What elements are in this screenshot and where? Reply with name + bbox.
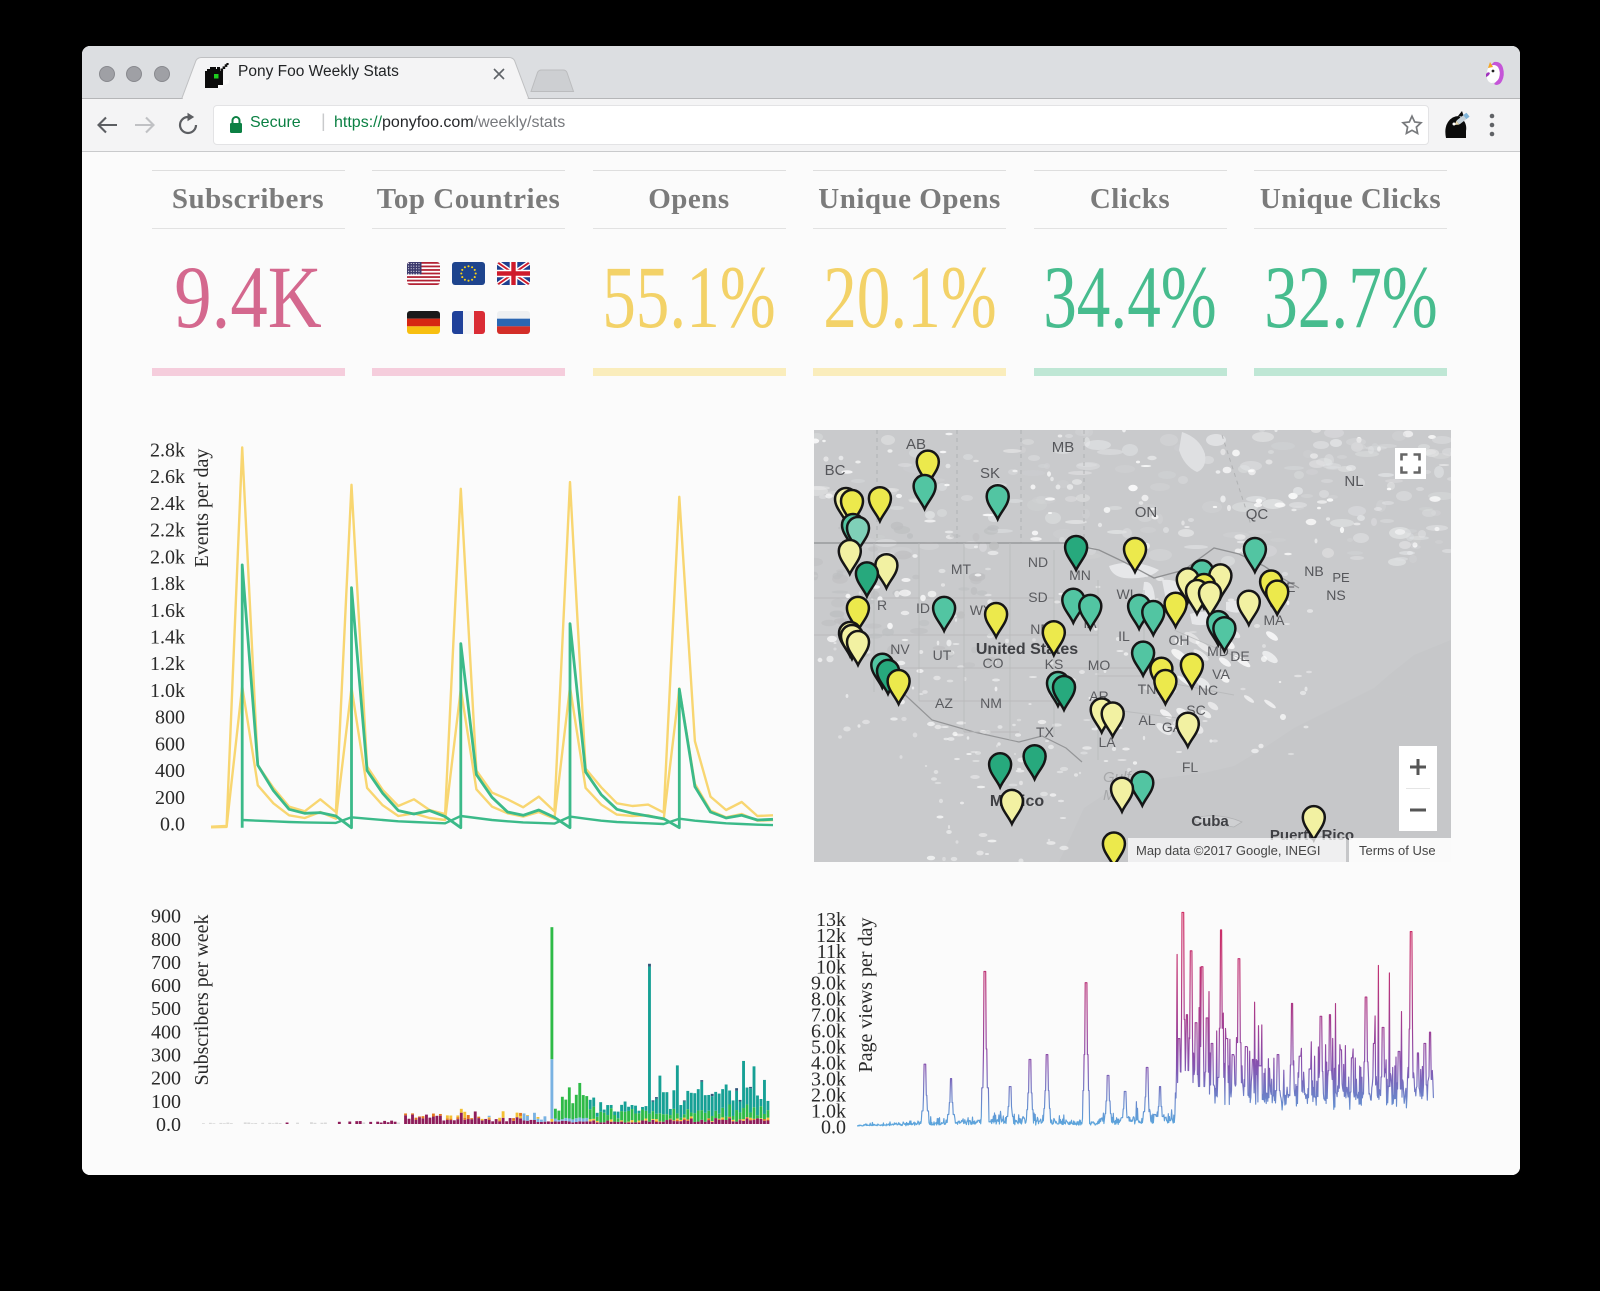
svg-text:TX: TX	[1036, 724, 1055, 740]
svg-text:NB: NB	[1304, 563, 1323, 579]
svg-text:UT: UT	[933, 647, 952, 663]
svg-text:AZ: AZ	[935, 695, 953, 711]
svg-text:TN: TN	[1138, 681, 1157, 697]
svg-text:2.4k: 2.4k	[150, 493, 185, 515]
svg-text:600: 600	[151, 975, 181, 997]
svg-text:Cuba: Cuba	[1191, 813, 1229, 830]
svg-text:BC: BC	[825, 462, 846, 479]
svg-text:7.0k: 7.0k	[811, 1005, 846, 1027]
svg-text:ON: ON	[1135, 504, 1158, 521]
svg-text:8.0k: 8.0k	[811, 989, 846, 1011]
svg-text:600: 600	[155, 733, 185, 755]
svg-text:FL: FL	[1182, 759, 1199, 775]
svg-text:R: R	[877, 597, 887, 613]
svg-text:200: 200	[155, 787, 185, 809]
svg-text:MN: MN	[1069, 567, 1091, 583]
svg-text:Page views per day: Page views per day	[855, 918, 877, 1073]
svg-text:5.0k: 5.0k	[811, 1037, 846, 1059]
svg-text:CO: CO	[983, 655, 1004, 671]
svg-text:12k: 12k	[816, 925, 846, 947]
svg-text:800: 800	[155, 707, 185, 729]
svg-text:0.0: 0.0	[821, 1117, 846, 1139]
svg-text:SK: SK	[980, 465, 1000, 482]
svg-text:Terms of Use: Terms of Use	[1359, 843, 1436, 858]
svg-text:2.2k: 2.2k	[150, 520, 185, 542]
svg-text:10k: 10k	[816, 957, 846, 979]
svg-text:NV: NV	[890, 641, 910, 657]
svg-text:DE: DE	[1230, 648, 1249, 664]
svg-text:0.0: 0.0	[156, 1114, 181, 1136]
svg-text:400: 400	[155, 760, 185, 782]
svg-text:2.0k: 2.0k	[150, 546, 185, 568]
svg-text:QC: QC	[1246, 506, 1269, 523]
svg-text:NL: NL	[1344, 473, 1363, 490]
svg-text:100: 100	[151, 1091, 181, 1113]
svg-text:1.2k: 1.2k	[150, 653, 185, 675]
svg-text:MA: MA	[1264, 612, 1286, 628]
svg-text:United States: United States	[976, 641, 1078, 658]
svg-text:9.0k: 9.0k	[811, 973, 846, 995]
svg-text:MB: MB	[1052, 439, 1075, 456]
svg-text:1.0k: 1.0k	[150, 680, 185, 702]
svg-text:Events per day: Events per day	[191, 449, 213, 568]
svg-text:PE: PE	[1332, 570, 1350, 585]
svg-text:VA: VA	[1212, 666, 1230, 682]
svg-text:SD: SD	[1028, 589, 1047, 605]
svg-text:800: 800	[151, 929, 181, 951]
svg-text:KS: KS	[1045, 656, 1064, 672]
svg-text:0.0: 0.0	[160, 814, 185, 836]
svg-text:AB: AB	[906, 436, 926, 453]
svg-text:NC: NC	[1198, 682, 1218, 698]
svg-text:Map data ©2017 Google, INEGI: Map data ©2017 Google, INEGI	[1136, 843, 1320, 858]
svg-text:13k: 13k	[816, 909, 846, 931]
svg-text:2.8k: 2.8k	[150, 440, 185, 462]
svg-text:500: 500	[151, 998, 181, 1020]
svg-text:AL: AL	[1138, 712, 1155, 728]
svg-text:2.6k: 2.6k	[150, 466, 185, 488]
svg-text:MO: MO	[1088, 657, 1111, 673]
svg-text:MT: MT	[951, 561, 972, 577]
svg-text:NM: NM	[980, 695, 1002, 711]
svg-text:1.0k: 1.0k	[811, 1101, 846, 1123]
svg-text:11k: 11k	[817, 941, 846, 963]
svg-text:Subscribers per week: Subscribers per week	[191, 914, 213, 1085]
svg-text:3.0k: 3.0k	[811, 1069, 846, 1091]
svg-text:ID: ID	[916, 600, 930, 616]
svg-text:2.0k: 2.0k	[811, 1085, 846, 1107]
svg-text:1.6k: 1.6k	[150, 600, 185, 622]
svg-text:300: 300	[151, 1045, 181, 1067]
svg-text:WI: WI	[1116, 586, 1133, 602]
svg-text:ND: ND	[1028, 554, 1048, 570]
svg-text:NS: NS	[1326, 587, 1345, 603]
svg-text:4.0k: 4.0k	[811, 1053, 846, 1075]
svg-text:1.8k: 1.8k	[150, 573, 185, 595]
svg-text:1.4k: 1.4k	[150, 627, 185, 649]
svg-text:700: 700	[151, 952, 181, 974]
svg-text:IL: IL	[1118, 628, 1130, 644]
svg-text:LA: LA	[1098, 734, 1116, 750]
svg-text:OH: OH	[1169, 632, 1190, 648]
svg-text:400: 400	[151, 1021, 181, 1043]
svg-text:6.0k: 6.0k	[811, 1021, 846, 1043]
svg-text:900: 900	[151, 906, 181, 928]
svg-text:200: 200	[151, 1068, 181, 1090]
